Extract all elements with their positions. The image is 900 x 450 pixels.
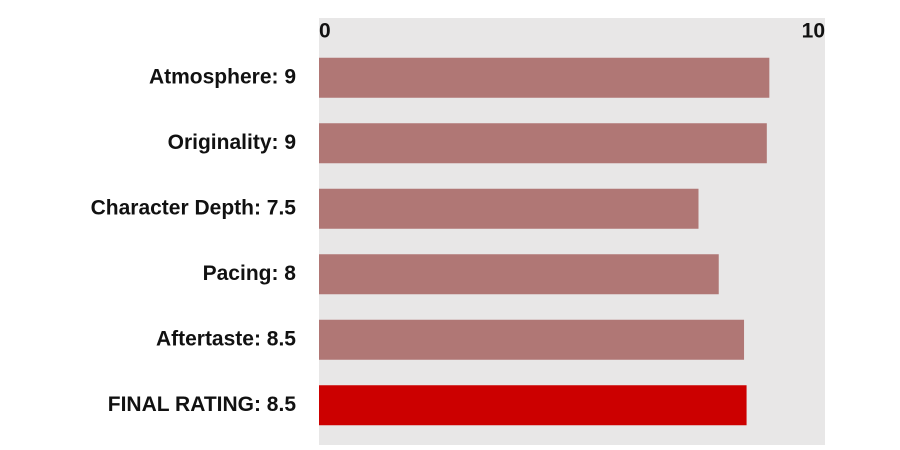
category-label: Atmosphere: 9 [149, 65, 296, 88]
category-label: Aftertaste: 8.5 [156, 327, 296, 350]
bar [319, 188, 699, 229]
category-label: Pacing: 8 [203, 262, 297, 285]
category-label: FINAL RATING: 8.5 [108, 393, 297, 416]
category-label: Character Depth: 7.5 [91, 196, 297, 219]
bar [319, 319, 745, 360]
category-label: Originality: 9 [168, 131, 296, 154]
bar [319, 57, 770, 98]
x-tick-label: 0 [319, 20, 331, 43]
bar [319, 123, 767, 164]
bar [319, 385, 747, 426]
bar [319, 254, 719, 295]
x-tick-label: 10 [802, 20, 825, 43]
